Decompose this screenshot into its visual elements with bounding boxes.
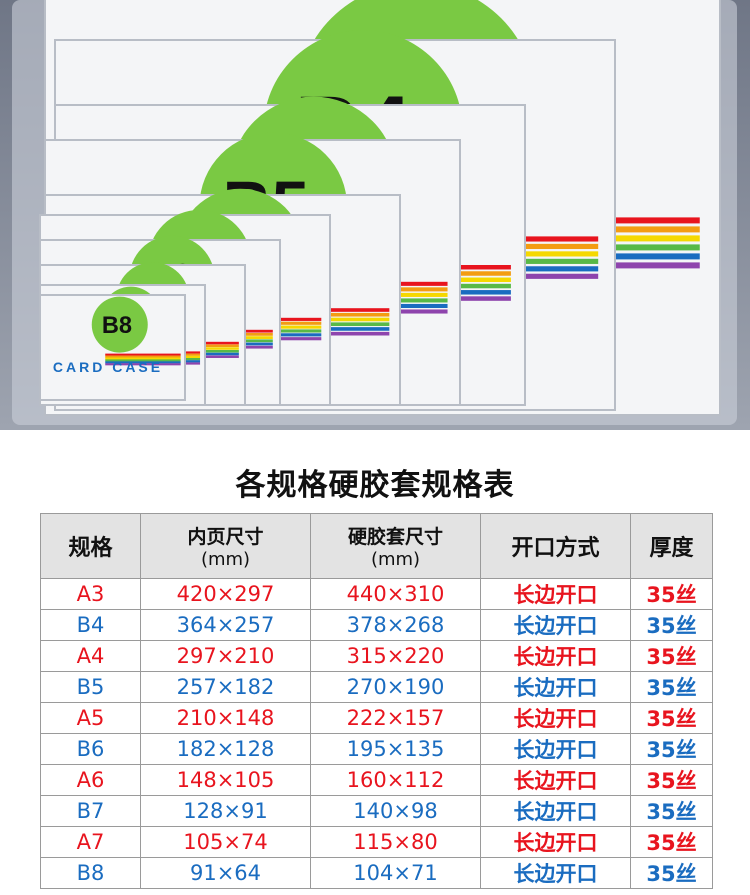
table-cell: 35丝 <box>630 764 713 796</box>
table-row: A7 105×74 115×80 长边开口 35丝 <box>40 826 713 858</box>
table-cell: 长边开口 <box>480 826 631 858</box>
spec-table: 规格 内页尺寸 (mm) 硬胶套尺寸 (mm) 开口方式 厚度 A3 420×297 440×3… <box>40 513 713 889</box>
table-row: B7 128×91 140×98 长边开口 35丝 <box>40 795 713 827</box>
table-cell: 长边开口 <box>480 671 631 703</box>
table-cell: 140×98 <box>310 795 481 827</box>
header-text: (mm) <box>370 549 421 570</box>
table-cell: 364×257 <box>140 609 311 641</box>
header-cell: 规格 <box>40 513 141 579</box>
table-cell: 440×310 <box>310 578 481 610</box>
table-row: B4 364×257 378×268 长边开口 35丝 <box>40 609 713 641</box>
table-cell: A6 <box>40 764 141 796</box>
header-text: 内页尺寸 <box>187 526 264 548</box>
header-row: 规格 内页尺寸 (mm) 硬胶套尺寸 (mm) 开口方式 厚度 <box>40 513 713 579</box>
table-cell: 182×128 <box>140 733 311 765</box>
table-row: B8 91×64 104×71 长边开口 35丝 <box>40 857 713 889</box>
table-cell: 35丝 <box>630 671 713 703</box>
table-cell: 长边开口 <box>480 795 631 827</box>
product-photo: A3B4A4B5A5B6A6B7A7B8CARD CASE <box>0 0 750 430</box>
table-cell: A5 <box>40 702 141 734</box>
header-cell: 开口方式 <box>480 513 631 579</box>
table-row: B5 257×182 270×190 长边开口 35丝 <box>40 671 713 703</box>
table-cell: 长边开口 <box>480 609 631 641</box>
table-cell: 378×268 <box>310 609 481 641</box>
table-cell: 35丝 <box>630 702 713 734</box>
table-cell: 长边开口 <box>480 578 631 610</box>
table-cell: 91×64 <box>140 857 311 889</box>
table-cell: 35丝 <box>630 857 713 889</box>
table-cell: 35丝 <box>630 609 713 641</box>
table-cell: 105×74 <box>140 826 311 858</box>
table-cell: 420×297 <box>140 578 311 610</box>
table-cell: 195×135 <box>310 733 481 765</box>
color-stripe <box>105 359 181 362</box>
table-cell: 115×80 <box>310 826 481 858</box>
card-case-caption: CARD CASE <box>53 359 163 375</box>
color-stripe <box>105 361 181 364</box>
table-cell: 长边开口 <box>480 640 631 672</box>
table-cell: B8 <box>40 857 141 889</box>
table-cell: 长边开口 <box>480 733 631 765</box>
table-row: A6 148×105 160×112 长边开口 35丝 <box>40 764 713 796</box>
header-cell: 厚度 <box>630 513 713 579</box>
table-cell: A7 <box>40 826 141 858</box>
table-cell: B6 <box>40 733 141 765</box>
table-cell: 长边开口 <box>480 857 631 889</box>
table-cell: 35丝 <box>630 733 713 765</box>
table-row: A3 420×297 440×310 长边开口 35丝 <box>40 578 713 610</box>
color-stripe <box>105 363 181 366</box>
table-row: A5 210×148 222×157 长边开口 35丝 <box>40 702 713 734</box>
table-cell: 270×190 <box>310 671 481 703</box>
header-text: 开口方式 <box>511 536 600 561</box>
table-body: A3 420×297 440×310 长边开口 35丝 B4 364×257 378×268 长… <box>40 578 713 889</box>
table-cell: 35丝 <box>630 640 713 672</box>
table-cell: 148×105 <box>140 764 311 796</box>
table-cell: 257×182 <box>140 671 311 703</box>
header-cell: 内页尺寸 (mm) <box>140 513 311 579</box>
table-cell: 104×71 <box>310 857 481 889</box>
green-badge <box>91 296 148 353</box>
table-cell: 35丝 <box>630 826 713 858</box>
table-cell: 297×210 <box>140 640 311 672</box>
color-stripe <box>105 357 181 360</box>
header-text: 硬胶套尺寸 <box>347 526 443 548</box>
size-label: B8 <box>102 313 132 339</box>
header-text: 厚度 <box>649 536 694 561</box>
table-cell: 长边开口 <box>480 702 631 734</box>
table-cell: 210×148 <box>140 702 311 734</box>
table-cell: 315×220 <box>310 640 481 672</box>
table-title: 各规格硬胶套规格表 <box>235 468 515 503</box>
table-cell: 35丝 <box>630 795 713 827</box>
table-cell: 160×112 <box>310 764 481 796</box>
table-cell: 222×157 <box>310 702 481 734</box>
header-text: (mm) <box>200 549 251 570</box>
header-text: 规格 <box>68 536 113 561</box>
table-row: A4 297×210 315×220 长边开口 35丝 <box>40 640 713 672</box>
color-stripe <box>105 355 181 358</box>
header-cell: 硬胶套尺寸 (mm) <box>310 513 481 579</box>
table-cell: B7 <box>40 795 141 827</box>
table-cell: B4 <box>40 609 141 641</box>
table-row: B6 182×128 195×135 长边开口 35丝 <box>40 733 713 765</box>
table-cell: A3 <box>40 578 141 610</box>
table-cell: 长边开口 <box>480 764 631 796</box>
table-cell: 128×91 <box>140 795 311 827</box>
table-cell: A4 <box>40 640 141 672</box>
table-cell: 35丝 <box>630 578 713 610</box>
table-cell: B5 <box>40 671 141 703</box>
color-stripe <box>105 353 181 356</box>
